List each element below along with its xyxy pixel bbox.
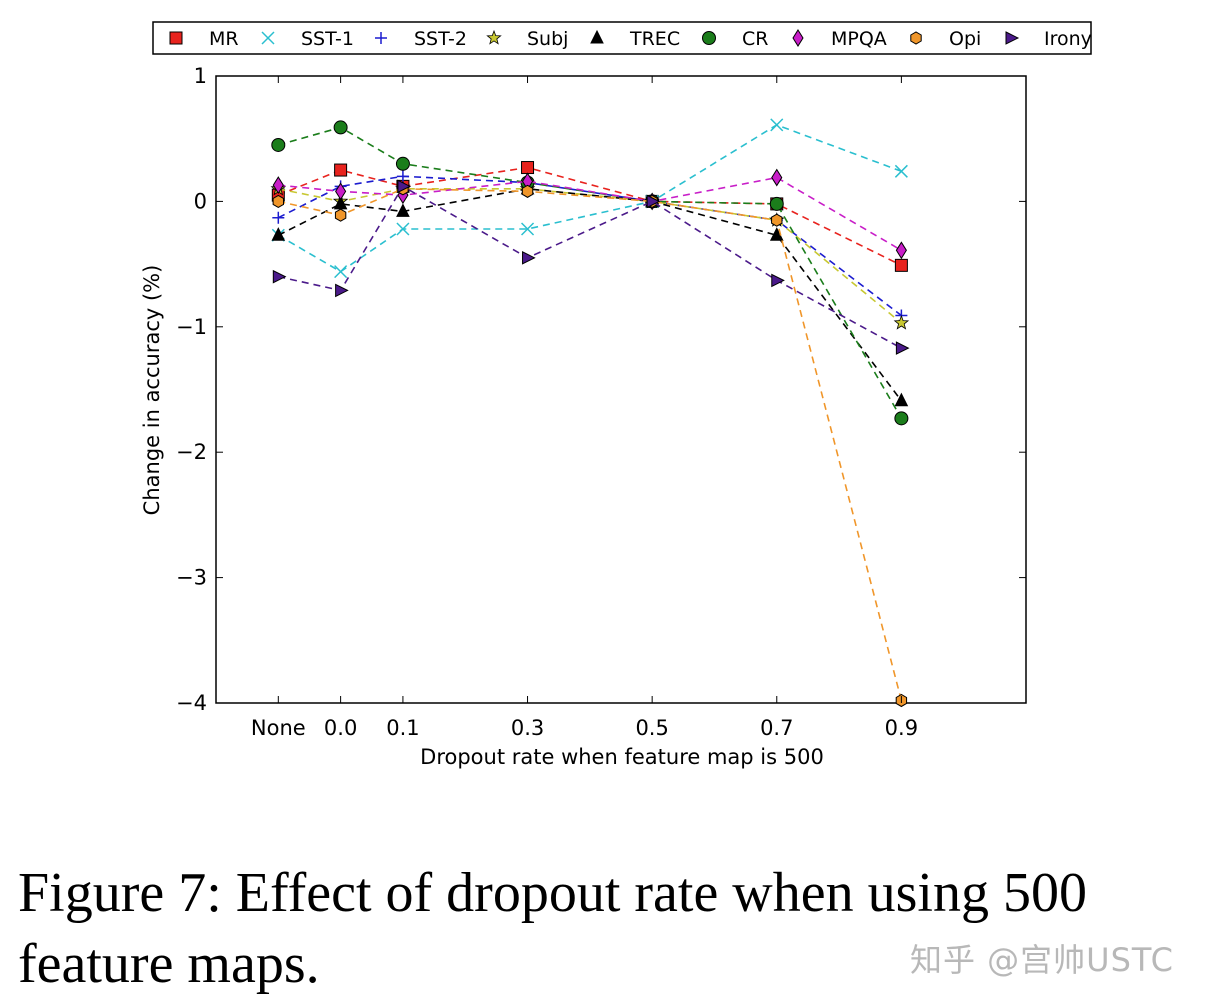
series-mr (271, 161, 908, 272)
series-opi (272, 182, 908, 708)
data-point (271, 227, 286, 241)
data-point (771, 168, 783, 187)
legend-label: SST-1 (301, 28, 354, 50)
data-point (335, 283, 349, 298)
series-layer (270, 118, 910, 708)
series-line (277, 124, 902, 273)
legend-marker (590, 29, 604, 44)
data-point (334, 208, 347, 222)
legend-marker (169, 31, 183, 45)
series-line (278, 188, 903, 701)
tick-layer: 1 0 −1 −2 −3 −4 None 0.0 0.1 0.3 0.5 0.7 0.9 (176, 64, 1026, 740)
legend-marker (910, 31, 922, 45)
data-point (895, 241, 907, 260)
x-tick-label: 0.7 (760, 716, 793, 740)
y-tick-label: 1 (194, 64, 207, 88)
data-point (272, 211, 285, 224)
data-point (770, 118, 784, 132)
legend-label: MPQA (831, 28, 887, 50)
legend-label: Opi (949, 28, 981, 50)
legend-label: CR (742, 28, 768, 50)
x-axis-title: Dropout rate when feature map is 500 (420, 745, 824, 769)
data-point (522, 251, 536, 265)
legend-frame (152, 21, 1092, 55)
legend-marker (486, 29, 502, 45)
x-tick-label: None (251, 716, 306, 740)
series-line (278, 188, 902, 324)
series-line (278, 126, 903, 419)
y-tick-label: −1 (176, 315, 207, 339)
data-point (521, 184, 534, 198)
legend-label: MR (209, 28, 239, 50)
y-tick-label: −2 (176, 440, 207, 464)
data-point (335, 182, 347, 201)
data-point (272, 269, 287, 284)
figure-caption: Figure 7: Effect of dropout rate when us… (18, 862, 1087, 995)
data-point (769, 196, 784, 211)
data-point (333, 120, 348, 135)
data-point (397, 179, 412, 194)
data-point (895, 341, 910, 355)
data-point (771, 273, 785, 288)
y-axis-title: Change in accuracy (%) (140, 265, 164, 516)
series-subj (270, 180, 910, 330)
legend-marker (261, 31, 275, 45)
legend-label: SST-2 (414, 28, 467, 50)
data-point (894, 164, 908, 178)
legend: MR SST-1 SST-2 Subj TREC CR MPQA Opi Irony (152, 21, 1092, 55)
legend-marker (792, 29, 804, 47)
data-point (271, 137, 286, 152)
x-tick-label: 0.9 (885, 716, 918, 740)
series-mpqa (272, 168, 907, 260)
y-tick-label: −4 (176, 691, 207, 715)
data-point (521, 222, 535, 236)
legend-marker (1005, 31, 1020, 45)
data-point (893, 314, 910, 330)
legend-marker (702, 31, 716, 45)
legend-label: Subj (527, 28, 568, 50)
data-point (272, 176, 284, 195)
series-line (278, 185, 902, 349)
x-tick-label: 0.0 (324, 716, 357, 740)
data-point (334, 265, 348, 279)
series-line (277, 188, 903, 402)
watermark: 知乎 @宫帅USTC (910, 941, 1174, 979)
data-point (771, 213, 783, 227)
data-point (396, 222, 410, 236)
series-irony (272, 179, 910, 355)
series-cr (271, 120, 909, 426)
data-point (646, 194, 661, 209)
x-tick-label: 0.1 (386, 716, 419, 740)
data-point (395, 156, 410, 171)
x-tick-label: 0.5 (635, 716, 668, 740)
plot-frame (215, 75, 1027, 704)
x-tick-label: 0.3 (511, 716, 544, 740)
data-point (894, 392, 909, 407)
legend-marker (375, 32, 387, 44)
legend-label: Irony (1044, 28, 1092, 50)
data-point (521, 161, 535, 175)
dropout-chart: 1 0 −1 −2 −3 −4 None 0.0 0.1 0.3 0.5 0.7 0.9 Dropout… (140, 21, 1092, 769)
data-point (894, 258, 908, 272)
y-tick-label: 0 (194, 189, 207, 213)
y-tick-label: −3 (176, 566, 207, 590)
data-point (334, 163, 348, 177)
legend-label: TREC (629, 28, 680, 50)
data-point (396, 203, 410, 217)
data-point (396, 170, 409, 183)
data-point (272, 194, 284, 208)
data-point (894, 411, 909, 426)
